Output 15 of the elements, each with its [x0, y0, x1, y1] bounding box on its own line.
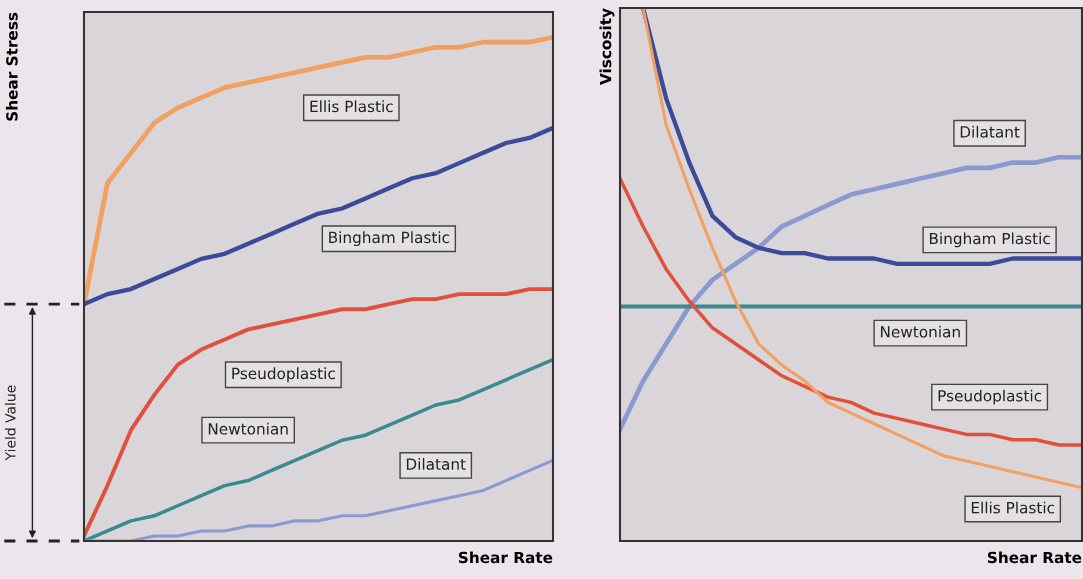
series-label: Pseudoplastic: [232, 367, 335, 383]
text: Yield Value: [4, 385, 16, 461]
y-axis-title: Shear Stress: [5, 12, 18, 121]
series-label: Bingham Plastic: [329, 231, 450, 247]
y-axis-title: Viscosity: [599, 8, 615, 85]
x-axis-title: Shear Rate: [987, 551, 1082, 564]
series-label: Newtonian: [880, 325, 960, 338]
series-label: Bingham Plastic: [929, 232, 1050, 248]
series-label: Ellis Plastic: [310, 100, 393, 113]
series-label: Ellis Plastic: [971, 501, 1055, 514]
series-label: Pseudoplastic: [938, 389, 1042, 405]
series-label: Dilatant: [960, 125, 1020, 138]
x-axis-title: Shear Rate: [458, 551, 553, 564]
series-label: Newtonian: [208, 422, 288, 435]
series-label: Dilatant: [406, 458, 466, 470]
